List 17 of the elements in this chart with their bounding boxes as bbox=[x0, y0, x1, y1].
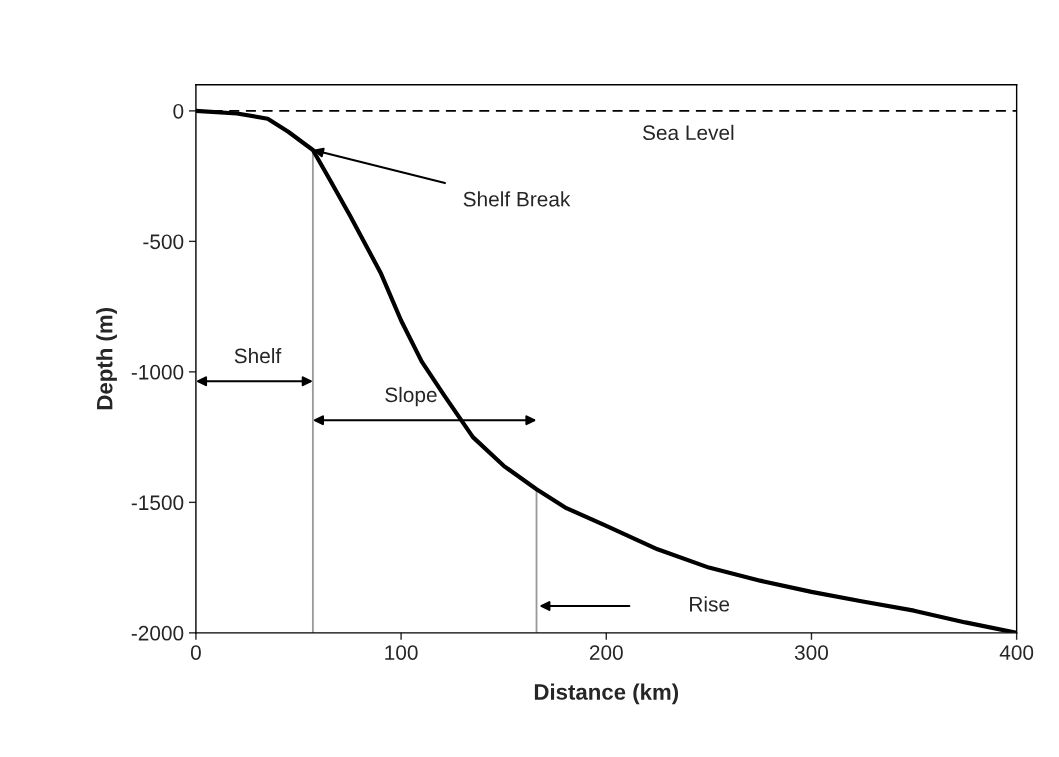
x-tick-label: 400 bbox=[999, 645, 1034, 660]
ref-line-label: Sea Level bbox=[642, 124, 734, 141]
y-axis-title: Depth (m) bbox=[96, 308, 117, 410]
y-tick-label: -1000 bbox=[131, 364, 184, 380]
y-tick-label: -500 bbox=[143, 234, 184, 250]
x-axis-title: Distance (km) bbox=[534, 683, 679, 705]
y-tick-label: 0 bbox=[173, 103, 184, 119]
annotation: Rise bbox=[690, 596, 730, 612]
annotation: Slope bbox=[385, 386, 437, 407]
x-tick-label: 100 bbox=[385, 645, 418, 660]
y-tick-label: -2000 bbox=[131, 625, 184, 641]
x-tick-label: 0 bbox=[190, 645, 201, 660]
x-tick-label: 200 bbox=[589, 645, 623, 660]
x-tick-label: 300 bbox=[794, 645, 829, 660]
y-tick-label: -1500 bbox=[131, 495, 184, 511]
annotation: Shelf bbox=[234, 347, 282, 364]
annotation: Shelf Break bbox=[463, 191, 571, 207]
